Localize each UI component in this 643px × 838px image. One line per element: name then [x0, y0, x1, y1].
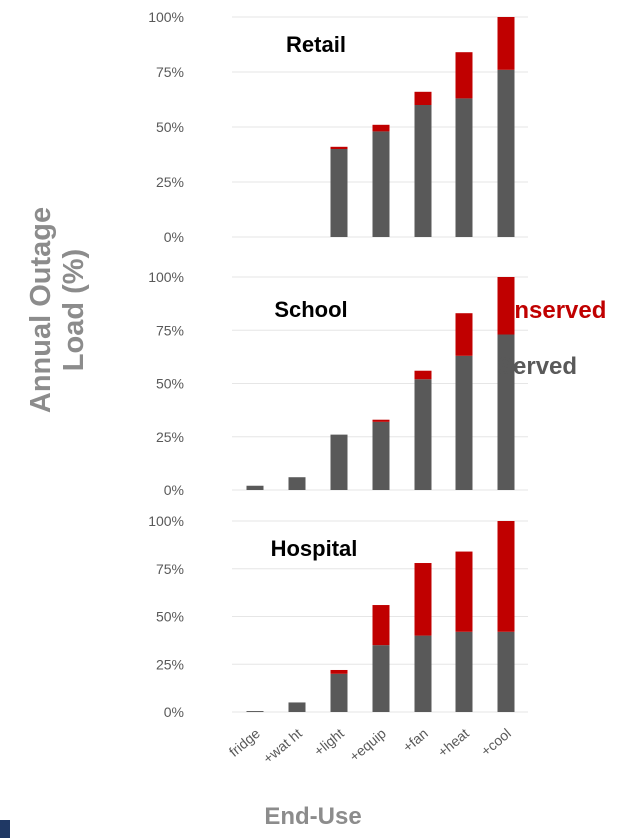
bar-served-2	[330, 149, 348, 237]
bar-served-6	[497, 631, 515, 712]
chart-panel-retail: 0% 25% 50% 75% 100% Retail	[148, 9, 528, 245]
bar-served-1	[288, 702, 306, 712]
bar-unserved-4	[414, 563, 432, 636]
legend-unserved: Unserved	[497, 297, 607, 324]
bar-unserved-3	[372, 124, 390, 132]
y-axis-label-line-2: Load (%)	[58, 248, 90, 372]
y-axis-label-line-1: Annual Outage	[25, 206, 57, 414]
y-tick-label: 75%	[156, 561, 184, 577]
y-tick-label: 0%	[164, 704, 184, 720]
bar-unserved-6	[497, 277, 515, 335]
y-tick-label: 100%	[148, 513, 184, 529]
x-tick-label: +cool	[478, 725, 514, 759]
bar-unserved-3	[372, 605, 390, 646]
bar-served-5	[455, 355, 473, 490]
chart-panel-school: 0% 25% 50% 75% 100% School	[148, 269, 528, 498]
chart-panel-hospital: 0% 25% 50% 75% 100% Hospital fridge+wat ht +lig…	[148, 513, 528, 767]
y-tick-label: 0%	[164, 482, 184, 498]
x-tick-label: +fan	[399, 725, 430, 755]
bar-served-6	[497, 334, 515, 490]
y-tick-label: 50%	[156, 119, 184, 135]
corner-accent-mark	[0, 820, 10, 838]
y-tick-label: 75%	[156, 322, 184, 338]
bar-served-6	[497, 69, 515, 237]
y-tick-label: 25%	[156, 429, 184, 445]
y-axis-label: Annual Outage Load (%)	[25, 207, 91, 413]
bar-served-4	[414, 379, 432, 490]
bar-unserved-5	[455, 52, 473, 99]
bar-unserved-5	[455, 551, 473, 632]
x-tick-label: +wat ht	[260, 725, 305, 767]
bar-served-5	[455, 631, 473, 712]
y-tick-label: 50%	[156, 609, 184, 625]
bar-served-3	[372, 131, 390, 237]
bar-unserved-5	[455, 313, 473, 356]
bar-served-2	[330, 673, 348, 712]
bar-served-3	[372, 421, 390, 490]
panel-title: Hospital	[271, 536, 358, 561]
bar-unserved-2	[330, 669, 348, 674]
y-tick-label: 100%	[148, 269, 184, 285]
bar-unserved-4	[414, 370, 432, 380]
y-tick-label: 100%	[148, 9, 184, 25]
y-axis-label-container: Annual Outage Load (%)	[0, 0, 110, 838]
x-tick-label: +heat	[434, 725, 472, 760]
y-tick-label: 0%	[164, 229, 184, 245]
y-tick-label: 50%	[156, 376, 184, 392]
y-tick-label: 75%	[156, 64, 184, 80]
x-axis-label: End-Use	[264, 803, 362, 830]
bar-unserved-2	[330, 146, 348, 149]
x-tick-label: +equip	[346, 725, 389, 765]
bar-served-1	[288, 477, 306, 490]
y-tick-label: 25%	[156, 174, 184, 190]
legend-served: Served	[497, 353, 578, 380]
bar-unserved-6	[497, 521, 515, 632]
bar-served-0	[246, 711, 264, 712]
bar-served-2	[330, 434, 348, 490]
panel-title: School	[274, 297, 347, 322]
bar-served-4	[414, 635, 432, 712]
bar-unserved-3	[372, 419, 390, 422]
x-tick-label: fridge	[226, 725, 263, 760]
bar-unserved-4	[414, 91, 432, 105]
bar-served-5	[455, 98, 473, 238]
panel-title: Retail	[286, 32, 346, 57]
bar-served-0	[246, 485, 264, 490]
bar-served-4	[414, 105, 432, 237]
bar-unserved-6	[497, 17, 515, 70]
y-tick-label: 25%	[156, 656, 184, 672]
bar-served-3	[372, 645, 390, 712]
x-tick-label: +light	[311, 725, 347, 759]
